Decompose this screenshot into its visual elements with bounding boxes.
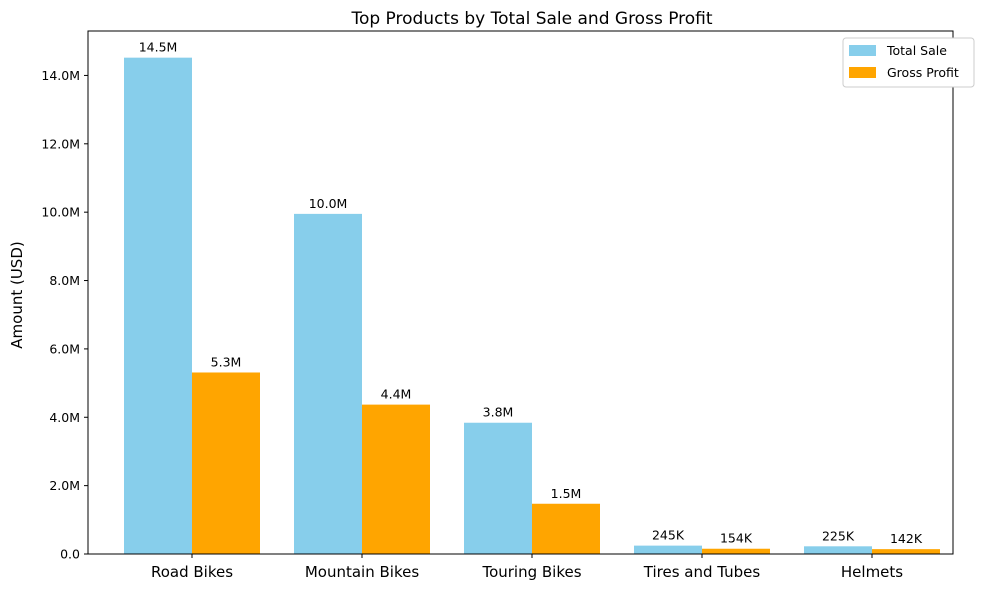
- bar-total-sale: [294, 213, 362, 554]
- bar-total-sale: [464, 422, 532, 554]
- legend-label-gross-profit: Gross Profit: [887, 65, 959, 80]
- data-label-gross-profit: 142K: [890, 531, 923, 546]
- data-label-gross-profit: 5.3M: [211, 354, 242, 369]
- x-tick-label: Helmets: [841, 563, 903, 581]
- x-tick-label: Touring Bikes: [481, 563, 581, 581]
- chart-title: Top Products by Total Sale and Gross Pro…: [350, 9, 712, 29]
- y-tick-label: 12.0M: [41, 136, 80, 151]
- data-label-gross-profit: 4.4M: [381, 387, 412, 402]
- y-tick-label: 4.0M: [49, 410, 80, 425]
- y-axis-label: Amount (USD): [8, 241, 26, 348]
- x-tick-label: Mountain Bikes: [305, 563, 419, 581]
- bar-gross-profit: [532, 503, 600, 554]
- data-label-total-sale: 225K: [822, 528, 855, 543]
- legend-swatch-gross-profit: [849, 67, 876, 78]
- y-tick-label: 14.0M: [41, 68, 80, 83]
- x-tick-label: Road Bikes: [151, 563, 233, 581]
- bars: [124, 57, 940, 554]
- data-label-gross-profit: 1.5M: [551, 486, 582, 501]
- y-tick-label: 10.0M: [41, 205, 80, 220]
- legend-swatch-total-sale: [849, 45, 876, 56]
- y-tick-label: 2.0M: [49, 478, 80, 493]
- axis-ticks: 0.0 2.0M 4.0M 6.0M 8.0M 10.0M 12.0M 14.0M Road B…: [41, 68, 903, 581]
- y-tick-label: 6.0M: [49, 341, 80, 356]
- bar-total-sale: [804, 546, 872, 554]
- data-label-total-sale: 14.5M: [139, 40, 178, 55]
- bar-total-sale: [124, 57, 192, 554]
- y-tick-label: 0.0: [60, 547, 80, 562]
- y-tick-label: 8.0M: [49, 273, 80, 288]
- bar-gross-profit: [702, 548, 770, 554]
- data-labels: 14.5M 10.0M 3.8M 245K 225K 5.3M 4.4M 1.5M 154K 14…: [139, 40, 923, 546]
- legend: Total Sale Gross Profit: [842, 37, 975, 88]
- bar-gross-profit: [362, 404, 430, 554]
- x-tick-label: Tires and Tubes: [643, 563, 761, 581]
- bar-gross-profit: [192, 372, 260, 554]
- data-label-total-sale: 10.0M: [309, 196, 348, 211]
- data-label-gross-profit: 154K: [720, 531, 753, 546]
- legend-label-total-sale: Total Sale: [886, 43, 947, 58]
- bar-total-sale: [634, 545, 702, 554]
- bar-gross-profit: [872, 549, 940, 554]
- data-label-total-sale: 3.8M: [483, 405, 514, 420]
- data-label-total-sale: 245K: [652, 528, 685, 543]
- plot-frame: [87, 30, 954, 555]
